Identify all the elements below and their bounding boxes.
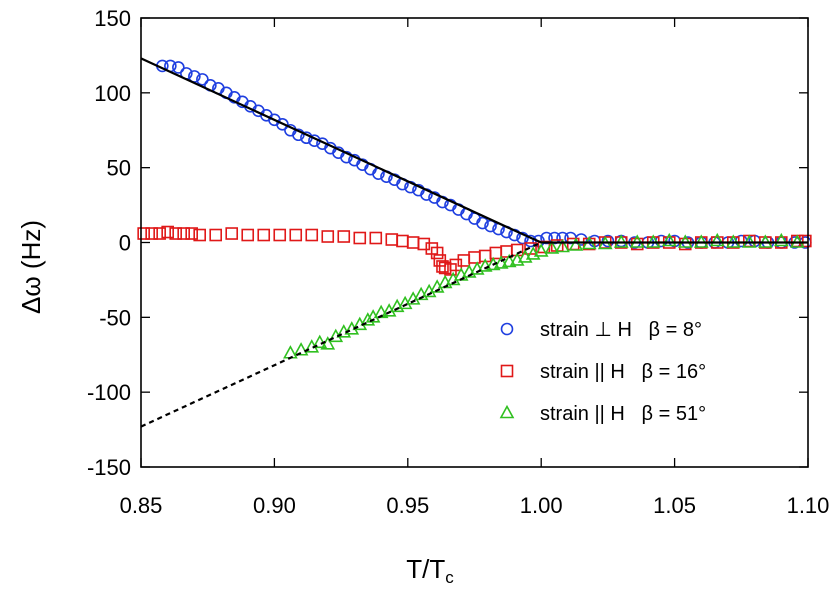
data-point [773,232,789,247]
data-point [305,228,319,242]
data-point [293,342,309,356]
data-point [193,228,206,242]
data-point [385,233,399,246]
data-point [417,237,431,251]
data-point [353,231,367,245]
y-tick-label: 0 [119,231,131,256]
data-point [241,228,255,242]
data-point [489,246,503,260]
data-point [406,236,420,249]
y-tick-label: -50 [99,305,131,330]
data-point [601,234,615,248]
data-point [320,336,336,350]
x-tick-label: 1.05 [653,493,696,518]
data-point [137,227,150,240]
data-point [172,61,185,74]
y-tick-label: -150 [87,455,131,480]
data-point [145,227,158,240]
fit-lines [140,57,808,428]
legend-label-2: strain || H β = 16° [540,361,706,383]
data-point [457,254,471,267]
data-point [257,228,271,242]
data-point [340,150,353,164]
data-point [177,227,190,240]
fit-line-dashed [140,241,542,428]
y-tick-label: 100 [94,81,131,106]
data-point [273,228,287,242]
data-point [678,237,692,251]
data-point [468,251,481,264]
data-point [516,231,529,245]
x-tick-label: 0.95 [386,493,429,518]
data-point [169,227,182,240]
data-point [493,255,509,269]
data-point [568,237,584,251]
data-point [430,246,444,260]
y-axis-label: Δω (Hz) [16,220,46,314]
data-point [360,312,376,326]
legend-label-1: strain ⊥ H β = 8° [540,319,702,341]
data-point [292,128,305,142]
fit-line-solid [140,57,808,244]
legend-label-3: strain || H β = 51° [540,403,706,425]
data-point [321,230,335,243]
data-point [449,258,463,272]
series-1 [156,59,812,249]
data-point [276,117,289,131]
x-tick-label: 1.00 [520,493,563,518]
data-point [500,245,513,258]
x-tick-label: 0.85 [120,493,163,518]
data-point [209,228,223,242]
y-tick-label: -100 [87,380,131,405]
axis-ticks: 0.85 0.90 0.95 1.00 1.05 1.10 -150 -100 -50 0 50 10… [87,6,829,518]
data-point [709,232,725,247]
data-point [436,260,449,273]
data-point [289,228,303,242]
x-tick-label: 1.10 [787,493,830,518]
data-point [501,253,517,268]
data-point [630,237,644,251]
data-point [477,258,493,272]
y-tick-label: 50 [107,156,131,181]
data-point [196,73,209,86]
x-axis-label: T/Tc [406,554,454,587]
data-point [533,243,549,257]
data-point [544,240,560,254]
data-point [555,238,570,253]
data-point [369,231,383,245]
x-tick-label: 0.90 [253,493,296,518]
data-point [225,227,239,240]
data-point [185,227,198,240]
plot-area [137,59,812,359]
data-point [153,227,166,240]
data-point [661,232,677,247]
data-point [283,345,298,359]
data-point [396,234,409,248]
legend-marker-2 [500,364,514,378]
legend: strain ⊥ H β = 8° strain || H β = 16° stra… [499,319,706,425]
data-point [337,230,351,243]
legend-marker-3 [499,404,515,419]
data-point [476,216,489,230]
data-point [161,225,174,239]
legend-marker-1 [500,322,514,336]
y-tick-label: 150 [94,6,131,31]
